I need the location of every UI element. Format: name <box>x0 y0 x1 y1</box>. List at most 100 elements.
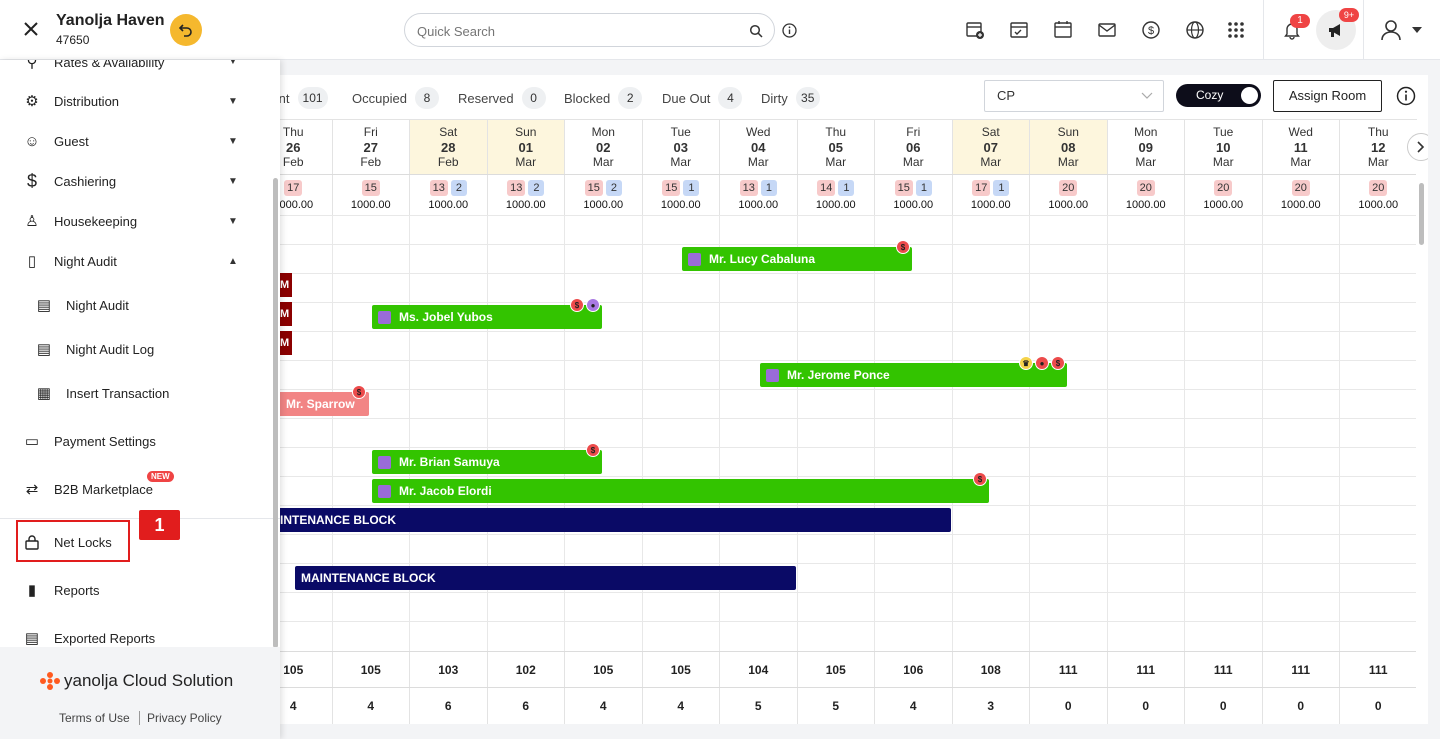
privacy-link[interactable]: Privacy Policy <box>147 711 222 725</box>
chevron-down-icon: ▼ <box>228 136 238 147</box>
booking-bar[interactable]: Ms. Jobel Yubos $ ● <box>372 298 602 329</box>
announcement-count-badge: 9+ <box>1339 8 1359 22</box>
close-icon[interactable] <box>23 21 39 37</box>
sidebar-item-net-locks[interactable]: Net Locks <box>22 532 112 552</box>
stat-dirty[interactable]: Dirty 35 <box>761 87 820 109</box>
search-icon[interactable] <box>749 24 763 38</box>
apps-grid-icon[interactable] <box>1224 18 1248 42</box>
grid-line <box>280 476 1416 477</box>
sidebar-item-reports[interactable]: ▮ Reports <box>22 580 100 600</box>
date-month: Mar <box>825 155 847 169</box>
next-dates-button[interactable] <box>1407 133 1428 161</box>
user-dropdown-icon[interactable] <box>1412 26 1422 34</box>
booking-bar-cutoff[interactable]: M <box>280 331 292 355</box>
sidebar-item-cashiering[interactable]: $ Cashiering <box>22 171 116 191</box>
sidebar-scrollbar[interactable] <box>273 178 278 648</box>
info-icon[interactable] <box>1396 86 1416 106</box>
rate-value: 1000.00 <box>660 199 701 211</box>
total-cell: 111 <box>1261 652 1340 688</box>
grid-scrollbar[interactable] <box>1419 183 1424 245</box>
footer-separator <box>139 711 140 725</box>
availability-cell: 20 1000.00 <box>1106 175 1185 215</box>
assign-room-button[interactable]: Assign Room <box>1273 80 1382 112</box>
stat-count: 4 <box>718 87 743 109</box>
available-count: 20 <box>1136 180 1155 196</box>
booked-count: 2 <box>528 180 545 196</box>
calendar-icon[interactable] <box>1051 18 1075 42</box>
count-cell: 0 <box>1029 688 1107 724</box>
date-column-header: Mon 02 Mar <box>564 119 642 174</box>
dollar-icon[interactable]: $ <box>1139 18 1163 42</box>
availability-cell: 20 1000.00 <box>1339 175 1417 215</box>
maintenance-block-bar[interactable]: MAINTENANCE BLOCK <box>295 566 796 590</box>
availability-cell: 20 1000.00 <box>1184 175 1262 215</box>
booking-bar[interactable]: Mr. Sparrow $ <box>280 385 369 416</box>
booking-bar[interactable]: Mr. Jacob Elordi $ <box>372 472 989 503</box>
available-count: 15 <box>584 180 603 196</box>
sidebar-item-payment-settings[interactable]: ▭ Payment Settings <box>22 431 156 451</box>
rate-value: 1000.00 <box>1358 199 1399 211</box>
info-icon[interactable] <box>782 23 797 38</box>
booked-count: 2 <box>450 180 467 196</box>
total-cell: 105 <box>641 652 720 688</box>
globe-icon[interactable] <box>1183 18 1207 42</box>
sidebar-item-label: Exported Reports <box>54 630 156 646</box>
booking-bar-cutoff[interactable]: M <box>280 302 292 326</box>
count-cell: 5 <box>719 688 797 724</box>
count-pills: 15 1 <box>875 180 952 196</box>
date-weekday: Tue <box>1213 125 1234 139</box>
date-month: Feb <box>360 155 382 169</box>
date-day: 10 <box>1216 140 1231 155</box>
grid-line <box>280 505 1416 506</box>
sidebar-item-b2b[interactable]: ⇄ B2B Marketplace <box>22 479 153 499</box>
sidebar-item-distribution[interactable]: ⚙ Distribution <box>22 91 119 111</box>
booking-bar[interactable]: Mr. Jerome Ponce ♛ ● $ <box>760 356 1067 387</box>
search-box[interactable] <box>404 13 775 47</box>
date-column-header: Thu 05 Mar <box>796 119 874 174</box>
sidebar-item-guest[interactable]: ☺ Guest <box>22 131 88 151</box>
sidebar-subitem-night-audit[interactable]: ▤ Night Audit <box>34 295 129 315</box>
stat-count: 35 <box>795 87 820 109</box>
net-locks-highlight <box>16 520 130 562</box>
step-badge: 1 <box>139 510 180 540</box>
sidebar-item-rates[interactable]: ⚲ Rates & Availability <box>22 60 165 72</box>
mail-icon[interactable] <box>1095 18 1119 42</box>
sidebar-item-housekeeping[interactable]: ♙ Housekeeping <box>22 211 137 231</box>
available-count: 13 <box>507 180 526 196</box>
search-input[interactable] <box>417 22 737 40</box>
user-icon[interactable] <box>1379 18 1403 42</box>
booking-bar[interactable]: Mr. Lucy Cabaluna $ <box>682 240 912 271</box>
date-column-header: Tue 10 Mar <box>1184 119 1262 174</box>
chevron-down-icon: ▼ <box>228 96 238 107</box>
rate-plan-select[interactable]: CP <box>984 80 1164 112</box>
sidebar-item-night-audit[interactable]: ▯ Night Audit <box>22 251 117 271</box>
switch-property-button[interactable] <box>170 14 202 46</box>
calendar-check-icon[interactable] <box>1007 18 1031 42</box>
sidebar-item-exported-reports[interactable]: ▤ Exported Reports <box>22 628 155 648</box>
building-icon <box>766 368 779 382</box>
maintenance-block-bar[interactable]: INTENANCE BLOCK <box>280 508 951 532</box>
sidebar-subitem-night-audit-log[interactable]: ▤ Night Audit Log <box>34 339 154 359</box>
booking-bar-cutoff[interactable]: M <box>280 273 292 297</box>
booking-bar[interactable]: Mr. Brian Samuya $ <box>372 443 602 474</box>
guest-icon: ☺ <box>24 132 40 150</box>
terms-link[interactable]: Terms of Use <box>59 711 130 725</box>
payment-due-icon: $ <box>896 240 910 254</box>
sidebar-subitem-insert-transaction[interactable]: ▦ Insert Transaction <box>34 383 169 403</box>
date-month: Mar <box>1367 155 1389 169</box>
chevron-down-icon: ▼ <box>228 216 238 227</box>
stat-occupied[interactable]: Occupied 8 <box>352 87 439 109</box>
stat-due-out[interactable]: Due Out 4 <box>662 87 743 109</box>
date-month: Mar <box>747 155 769 169</box>
sidebar-footer: yanolja Cloud Solution Terms of Use Priv… <box>0 647 280 739</box>
sidebar-item-label: Net Locks <box>54 534 112 550</box>
stat-vacant[interactable]: Vacant 101 <box>280 87 328 109</box>
bar-chart-icon: ▮ <box>27 582 37 599</box>
stat-blocked[interactable]: Blocked 2 <box>564 87 643 109</box>
available-count: 15 <box>662 180 681 196</box>
rate-value: 1000.00 <box>1280 199 1321 211</box>
calendar-add-icon[interactable] <box>963 18 987 42</box>
date-day: 26 <box>286 140 301 155</box>
view-mode-toggle[interactable]: Cozy <box>1176 84 1261 107</box>
stat-reserved[interactable]: Reserved 0 <box>458 87 546 109</box>
